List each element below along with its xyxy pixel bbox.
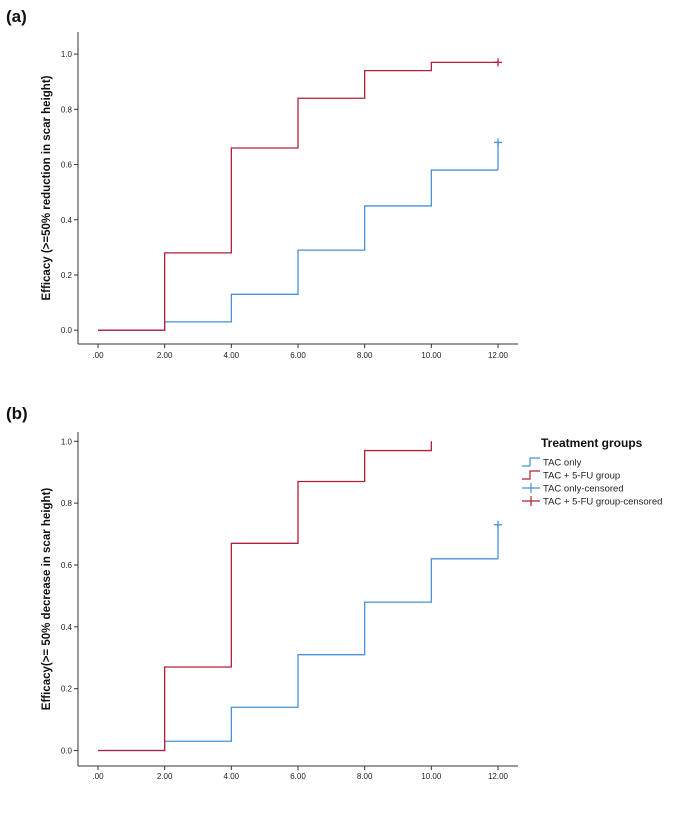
x-tick-label: .00 bbox=[92, 351, 104, 360]
x-tick-label: 2.00 bbox=[157, 351, 173, 360]
y-tick-label: 0.2 bbox=[61, 271, 73, 280]
y-tick-label: 0.6 bbox=[61, 161, 73, 170]
x-tick-label: 2.00 bbox=[157, 772, 173, 781]
legend-line-symbol bbox=[522, 457, 540, 467]
x-tick-label: 12.00 bbox=[488, 772, 509, 781]
y-axis-title: Efficacy(>= 50% decrease in scar height) bbox=[41, 488, 53, 711]
y-tick-label: 0.2 bbox=[61, 685, 73, 694]
y-tick-label: 0.6 bbox=[61, 561, 73, 570]
x-tick-label: 10.00 bbox=[421, 772, 442, 781]
panel-label: (b) bbox=[6, 404, 28, 423]
y-tick-label: 0.4 bbox=[61, 623, 73, 632]
x-tick-label: 4.00 bbox=[224, 772, 240, 781]
y-tick-label: 0.4 bbox=[61, 216, 73, 225]
x-tick-label: 12.00 bbox=[488, 351, 509, 360]
y-tick-label: 0.8 bbox=[61, 105, 73, 114]
y-tick-label: 0.8 bbox=[61, 499, 73, 508]
x-tick-label: 4.00 bbox=[224, 351, 240, 360]
chart-panel-b: (b) 0.0 0.2 0.4 0.6 0.8 1.0 .00 2.00 4.00 6.00 8.00… bbox=[6, 404, 662, 781]
y-tick-label: 0.0 bbox=[61, 326, 73, 335]
legend-line-symbol bbox=[522, 470, 540, 480]
x-tick-label: .00 bbox=[92, 772, 104, 781]
series-line-tac-only bbox=[98, 558, 498, 752]
y-axis-title: Efficacy (>=50% reduction in scar height… bbox=[41, 75, 53, 300]
y-tick-label: 1.0 bbox=[61, 437, 73, 446]
x-tick-label: 6.00 bbox=[290, 351, 306, 360]
x-tick-label: 8.00 bbox=[357, 351, 373, 360]
legend-censor-symbol bbox=[522, 496, 540, 506]
y-tick-label: 1.0 bbox=[61, 50, 73, 59]
legend: Treatment groups TAC only TAC + 5-FU group… bbox=[522, 436, 662, 508]
series-line-tac-5fu bbox=[98, 441, 432, 752]
legend-entry-label: TAC + 5-FU group-censored bbox=[543, 497, 662, 508]
chart-panel-a: (a) 0.0 0.2 0.4 0.6 0.8 1.0 .00 2.00 4.00 6.00 8.00… bbox=[6, 7, 518, 360]
legend-title: Treatment groups bbox=[541, 436, 643, 450]
legend-entry-label: TAC + 5-FU group bbox=[543, 471, 620, 482]
x-tick-label: 8.00 bbox=[357, 772, 373, 781]
series-line-tac-5fu bbox=[98, 61, 498, 331]
censored-marker bbox=[494, 58, 502, 67]
legend-entry-label: TAC only bbox=[543, 458, 582, 469]
censored-marker bbox=[494, 138, 502, 147]
x-tick-label: 10.00 bbox=[421, 351, 442, 360]
panel-label: (a) bbox=[6, 7, 27, 26]
censored-marker bbox=[494, 520, 502, 529]
series-line-tac-only bbox=[98, 169, 498, 331]
x-tick-label: 6.00 bbox=[290, 772, 306, 781]
y-tick-label: 0.0 bbox=[61, 747, 73, 756]
legend-censor-symbol bbox=[522, 483, 540, 493]
legend-entry-label: TAC only-censored bbox=[543, 484, 624, 495]
